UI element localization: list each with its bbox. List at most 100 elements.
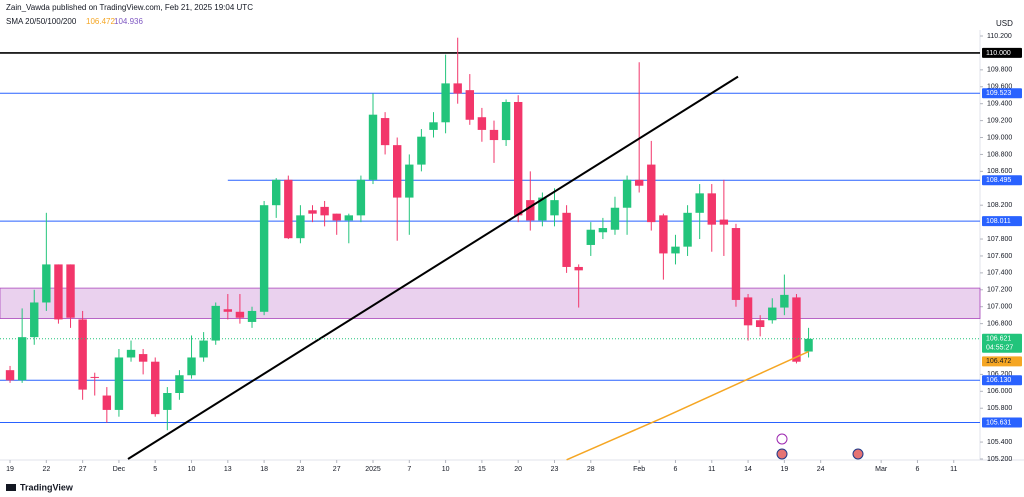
candle-body — [586, 229, 595, 245]
x-tick-label: 14 — [744, 466, 752, 473]
y-tick-label: 107.200 — [987, 287, 1012, 294]
candle-body — [393, 145, 402, 198]
y-tick-label: 108.800 — [987, 151, 1012, 158]
candle-body — [272, 179, 281, 206]
y-tick-label: 109.600 — [987, 84, 1012, 91]
candle-body — [356, 179, 366, 216]
x-tick-label: 27 — [333, 466, 341, 473]
x-tick-label: 27 — [79, 466, 87, 473]
x-tick-label: 24 — [817, 466, 825, 473]
candle-body — [768, 307, 777, 321]
candle-body — [538, 197, 547, 221]
y-tick-label: 105.800 — [987, 405, 1012, 412]
candle-body — [126, 349, 136, 358]
y-tick-label: 110.200 — [987, 33, 1012, 40]
candle-body — [598, 228, 608, 233]
level-label: 109.523 — [986, 90, 1011, 97]
candle-body — [296, 215, 305, 239]
last-price-label: 106.621 — [986, 336, 1011, 343]
candle-body — [647, 164, 656, 223]
sma-price-label: 106.472 — [986, 358, 1011, 365]
event-icons — [776, 433, 864, 460]
x-tick-label: 5 — [153, 466, 157, 473]
x-tick-label: 10 — [442, 466, 450, 473]
candle-body — [780, 294, 789, 308]
candle-body — [489, 129, 499, 141]
indicator-value: 104.936 — [114, 17, 143, 26]
candle-body — [526, 200, 535, 221]
candle-body — [707, 193, 716, 225]
y-tick-label: 105.400 — [987, 439, 1012, 446]
x-tick-label: 23 — [297, 466, 305, 473]
candle-body — [17, 337, 27, 381]
candle-body — [66, 264, 75, 318]
candle-body — [501, 101, 511, 141]
x-tick-label: 10 — [188, 466, 196, 473]
logo — [6, 484, 16, 491]
x-tick-label: 19 — [780, 466, 788, 473]
sma-price-box — [982, 356, 1022, 367]
last-price-box — [982, 333, 1022, 353]
indicator-value: 106.472 — [86, 17, 115, 26]
candle-body — [695, 193, 704, 213]
candle-body — [30, 302, 39, 338]
level-label: 110.000 — [986, 50, 1011, 57]
x-tick-label: 20 — [514, 466, 522, 473]
candle-body — [755, 320, 765, 328]
candle-body — [441, 83, 450, 123]
level-label: 108.011 — [986, 218, 1011, 225]
candle-body — [477, 117, 487, 130]
y-tick-label: 109.000 — [987, 134, 1012, 141]
x-tick-label: 11 — [708, 466, 715, 473]
sma-line — [566, 350, 809, 461]
candle-body — [78, 319, 87, 390]
candle-body — [187, 357, 196, 376]
x-tick-label: 18 — [260, 466, 268, 473]
candle-body — [659, 215, 668, 254]
candle-body — [284, 179, 293, 239]
y-tick-label: 108.200 — [987, 202, 1012, 209]
y-tick-label: 108.600 — [987, 168, 1012, 175]
level-label-box — [982, 375, 1022, 386]
y-tick-label: 107.400 — [987, 270, 1012, 277]
candle-body — [610, 207, 620, 230]
candle-body — [235, 311, 245, 318]
x-tick-label: 28 — [587, 466, 595, 473]
x-tick-label: 7 — [407, 466, 411, 473]
x-tick-label: 15 — [478, 466, 486, 473]
candle-body — [417, 136, 426, 165]
trendline — [127, 75, 739, 460]
y-tick-label: 106.800 — [987, 320, 1012, 327]
y-tick-label: 106.200 — [987, 371, 1012, 378]
y-tick-label: 107.600 — [987, 253, 1012, 260]
level-label-box — [982, 417, 1022, 428]
brand: TradingView — [20, 482, 74, 492]
candle-body — [259, 205, 269, 312]
event-icon — [776, 433, 788, 445]
attribution: Zain_Vawda published on TradingView.com,… — [6, 3, 253, 12]
candle-body — [429, 122, 438, 130]
level-label: 105.631 — [986, 419, 1011, 426]
candle-body — [102, 395, 112, 410]
x-tick-label: Feb — [633, 466, 645, 473]
indicator-name: SMA 20/50/100/200 — [6, 17, 77, 26]
candle-body — [574, 266, 583, 271]
candle-body — [683, 212, 692, 247]
candle-body — [792, 297, 801, 362]
candle-body — [54, 264, 63, 320]
x-tick-label: 6 — [674, 466, 678, 473]
candle-body — [320, 206, 329, 216]
level-label: 106.130 — [986, 377, 1011, 384]
candle-body — [138, 354, 148, 362]
x-tick-label: Mar — [875, 466, 888, 473]
candle-body — [308, 210, 317, 214]
candle-body — [562, 212, 571, 267]
candle-body — [5, 370, 15, 381]
candle-body — [175, 375, 184, 394]
event-icon — [776, 448, 788, 460]
candle-body — [199, 340, 208, 358]
candle-body — [380, 118, 390, 146]
y-tick-label: 107.800 — [987, 236, 1012, 243]
x-tick-label: 22 — [42, 466, 50, 473]
